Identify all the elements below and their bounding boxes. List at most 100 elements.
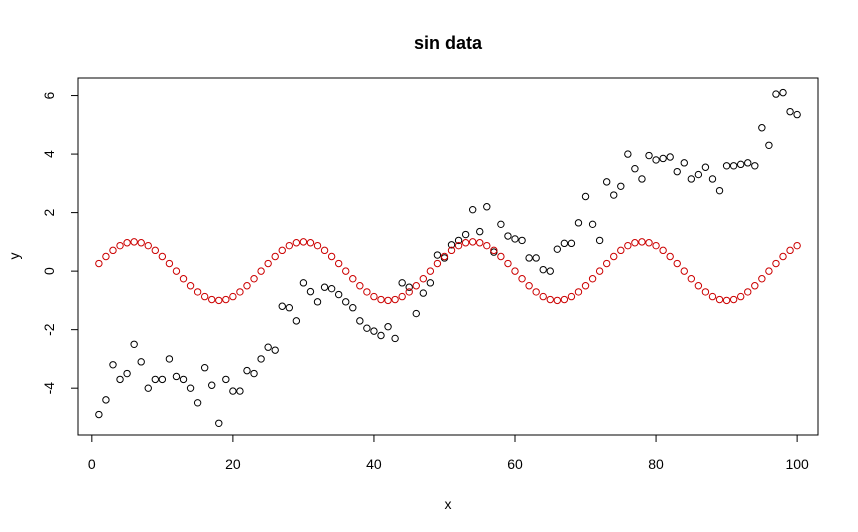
data-point [715,186,724,195]
x-tick-label: 0 [88,456,96,472]
data-point [363,324,371,332]
data-point [285,241,294,250]
data-point [652,241,660,250]
data-point [687,275,696,283]
data-point [454,236,463,245]
data-point [588,220,597,229]
data-point [574,288,583,296]
data-point [250,369,258,378]
data-point [588,275,597,283]
data-point [433,259,442,268]
data-point [186,282,195,290]
x-tick-label: 60 [507,456,523,472]
data-point [179,275,188,283]
data-point [772,90,780,98]
data-point [349,304,357,312]
data-point [779,252,787,261]
data-point [271,346,279,354]
data-point [476,227,484,236]
data-point [525,282,533,290]
data-point [617,246,625,255]
data-point [193,288,202,296]
data-point [765,141,773,150]
data-point [306,239,315,247]
data-point [687,175,696,183]
data-point [546,295,554,304]
data-point [772,259,780,268]
data-point [758,124,766,132]
data-point [701,288,710,296]
data-point [215,419,223,427]
data-point [595,267,604,275]
data-point [363,288,371,296]
x-tick-label: 40 [366,456,382,472]
data-point [729,295,738,304]
data-point [208,381,216,389]
x-tick-label: 20 [225,456,241,472]
data-point [468,205,477,214]
y-tick-label: -2 [41,323,57,336]
data-point [560,239,569,248]
data-point [694,282,703,290]
data-point [222,295,230,304]
data-point [370,327,378,335]
data-point [624,150,632,158]
data-point [384,323,392,331]
data-point [208,295,216,304]
data-point [342,267,350,275]
series-2 [95,238,801,305]
data-point [426,279,435,287]
data-point [567,239,576,248]
data-point [617,182,625,190]
data-point [504,232,512,240]
data-point [708,175,717,183]
data-point [433,251,442,259]
x-tick-label: 100 [785,456,809,472]
data-point [553,245,562,253]
data-point [327,284,336,293]
data-point [461,239,470,247]
data-point [222,375,230,384]
data-point [673,167,681,176]
data-point [370,292,378,301]
data-point [179,375,188,384]
data-point [306,287,315,296]
data-point [264,343,272,351]
data-point [243,366,251,375]
data-point [638,238,646,246]
data-point [426,267,435,275]
data-point [229,387,237,395]
data-point [327,252,336,261]
x-axis: 0 20 40 60 80 100 [88,434,809,472]
data-point [130,340,138,348]
data-point [567,292,576,301]
data-point [158,375,167,384]
data-point [151,246,160,255]
data-point [680,159,688,167]
data-point [109,361,117,369]
data-point [391,295,399,304]
x-tick-label: 80 [648,456,664,472]
data-point [137,358,145,366]
data-point [172,372,181,381]
data-point [144,384,152,392]
data-point [257,355,265,363]
data-point [257,267,265,275]
data-point [278,302,286,310]
data-point [532,254,540,262]
series-1 [95,88,801,427]
data-point [299,279,308,287]
data-point [539,265,547,274]
data-point [200,292,209,301]
data-point [511,235,519,243]
data-point [659,246,667,255]
data-point [793,110,801,119]
data-point [736,292,745,301]
data-point [497,220,505,229]
data-point [758,275,766,283]
data-point [476,239,484,247]
data-point [137,239,145,247]
data-point [483,203,491,211]
data-point [200,363,209,372]
data-point [193,399,202,407]
